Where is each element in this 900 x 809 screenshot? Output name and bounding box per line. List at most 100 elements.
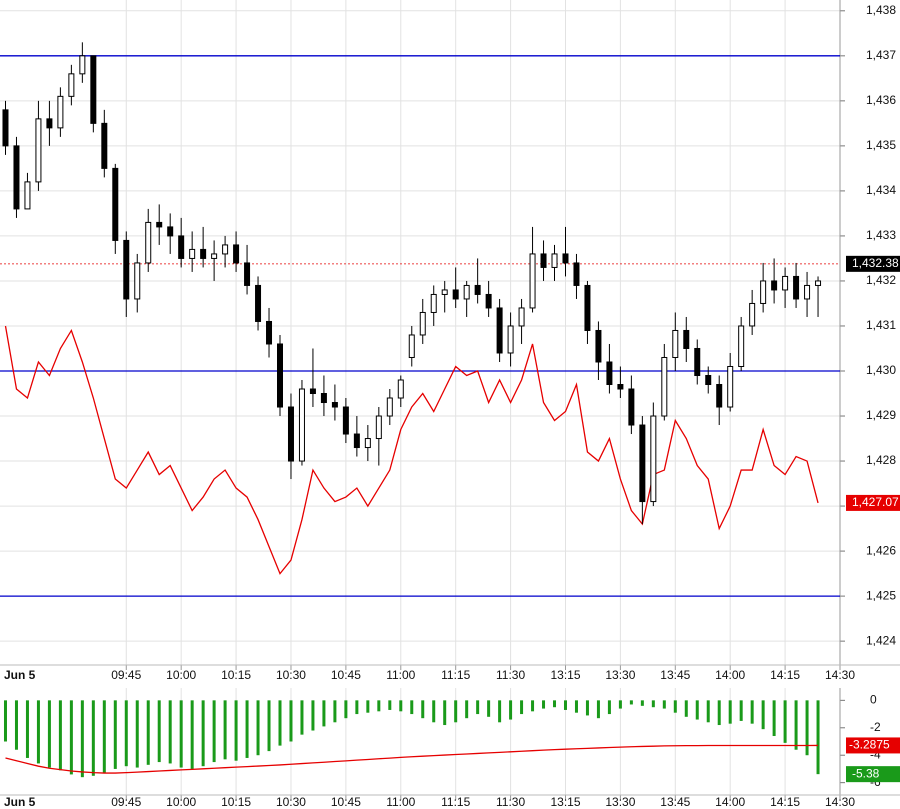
- candle-body: [507, 325, 514, 354]
- candle-body: [266, 320, 273, 345]
- x-tick-label: 10:00: [166, 668, 196, 682]
- x-tick-label: 14:00: [715, 795, 745, 809]
- bar: [25, 700, 29, 758]
- bar: [135, 700, 139, 768]
- candle-body: [441, 289, 448, 295]
- bar: [695, 700, 699, 720]
- bar: [377, 700, 381, 712]
- candle-body: [79, 55, 86, 75]
- bar: [618, 700, 622, 709]
- candle-body: [452, 289, 459, 300]
- candle-body: [287, 406, 294, 462]
- candle-body: [331, 402, 338, 408]
- candle-body: [134, 262, 141, 300]
- bar: [761, 700, 765, 730]
- candle-body: [35, 118, 42, 183]
- candle-body: [222, 244, 229, 255]
- bar: [717, 700, 721, 726]
- candle-body: [419, 311, 426, 336]
- bar: [421, 700, 425, 719]
- bar: [684, 700, 688, 717]
- bar: [146, 700, 150, 765]
- y-tick-label: 1,432: [866, 273, 896, 287]
- bar: [245, 700, 249, 758]
- bar: [432, 700, 436, 723]
- price-marker-label: 1,432.38: [852, 256, 899, 270]
- bar: [509, 700, 513, 720]
- y-tick-label: 1,425: [866, 588, 896, 602]
- x-tick-label: 11:15: [441, 668, 470, 682]
- candle-body: [342, 406, 349, 435]
- candle-body: [606, 361, 613, 386]
- bar: [113, 700, 117, 769]
- candle-body: [298, 388, 305, 462]
- price-marker: [846, 494, 900, 511]
- price-marker-label: -3.2875: [849, 738, 890, 752]
- line-series: [4, 325, 819, 575]
- candle-body: [672, 329, 679, 358]
- bar: [465, 700, 469, 719]
- x-tick-label: 10:00: [166, 795, 196, 809]
- x-tick-label: 13:30: [605, 668, 635, 682]
- bar: [805, 700, 809, 756]
- candle-body: [145, 221, 152, 264]
- candle-body: [485, 293, 492, 309]
- bar: [750, 700, 754, 724]
- bar: [673, 700, 677, 713]
- bar: [553, 700, 557, 708]
- bar: [58, 700, 62, 771]
- x-tick-label: 10:15: [221, 795, 251, 809]
- bar: [36, 700, 40, 764]
- x-tick-label: 11:00: [386, 668, 415, 682]
- candle-body: [727, 365, 734, 408]
- bar: [201, 700, 205, 767]
- candle-body: [617, 384, 624, 390]
- bar: [157, 700, 161, 763]
- y-tick-label: -4: [870, 747, 881, 761]
- bar: [399, 700, 403, 712]
- price-marker: [846, 255, 900, 272]
- candle-body: [46, 118, 53, 129]
- candle-body: [408, 334, 415, 358]
- candle-body: [309, 388, 316, 395]
- candle-body: [57, 95, 64, 129]
- bar: [728, 700, 732, 724]
- candle-body: [178, 235, 185, 259]
- bar: [772, 700, 776, 737]
- candle-body: [738, 325, 745, 367]
- y-tick-label: 0: [870, 693, 877, 707]
- candle-body: [584, 284, 591, 331]
- candle-body: [496, 307, 503, 354]
- price-marker-label: -5.38: [852, 766, 880, 780]
- bar: [596, 700, 600, 719]
- x-tick-label: 13:15: [550, 668, 580, 682]
- candle-body: [650, 415, 657, 503]
- x-tick-label: 13:45: [660, 795, 690, 809]
- bar: [102, 700, 106, 774]
- x-tick-label: 10:45: [331, 668, 361, 682]
- bar: [80, 700, 84, 778]
- x-tick-label: 13:45: [660, 668, 690, 682]
- x-tick-label: 14:15: [770, 668, 800, 682]
- bar: [520, 700, 524, 715]
- candle-body: [68, 73, 75, 97]
- x-tick-label: 10:30: [276, 668, 306, 682]
- candle-body: [639, 424, 646, 503]
- bar: [14, 700, 18, 750]
- candle-body: [244, 262, 251, 286]
- y-tick-label: 1,438: [866, 3, 896, 17]
- candle-body: [397, 379, 404, 399]
- candle-body: [782, 275, 789, 291]
- bar: [333, 700, 337, 723]
- bar: [69, 700, 73, 775]
- x-tick-label: 13:30: [605, 795, 635, 809]
- candle-body: [189, 248, 196, 259]
- bar: [629, 700, 633, 705]
- date-label: Jun 5: [4, 795, 36, 809]
- bar: [410, 700, 414, 715]
- bar: [179, 700, 183, 768]
- candle-body: [793, 275, 800, 300]
- candle-body: [13, 145, 20, 210]
- bar: [563, 700, 567, 710]
